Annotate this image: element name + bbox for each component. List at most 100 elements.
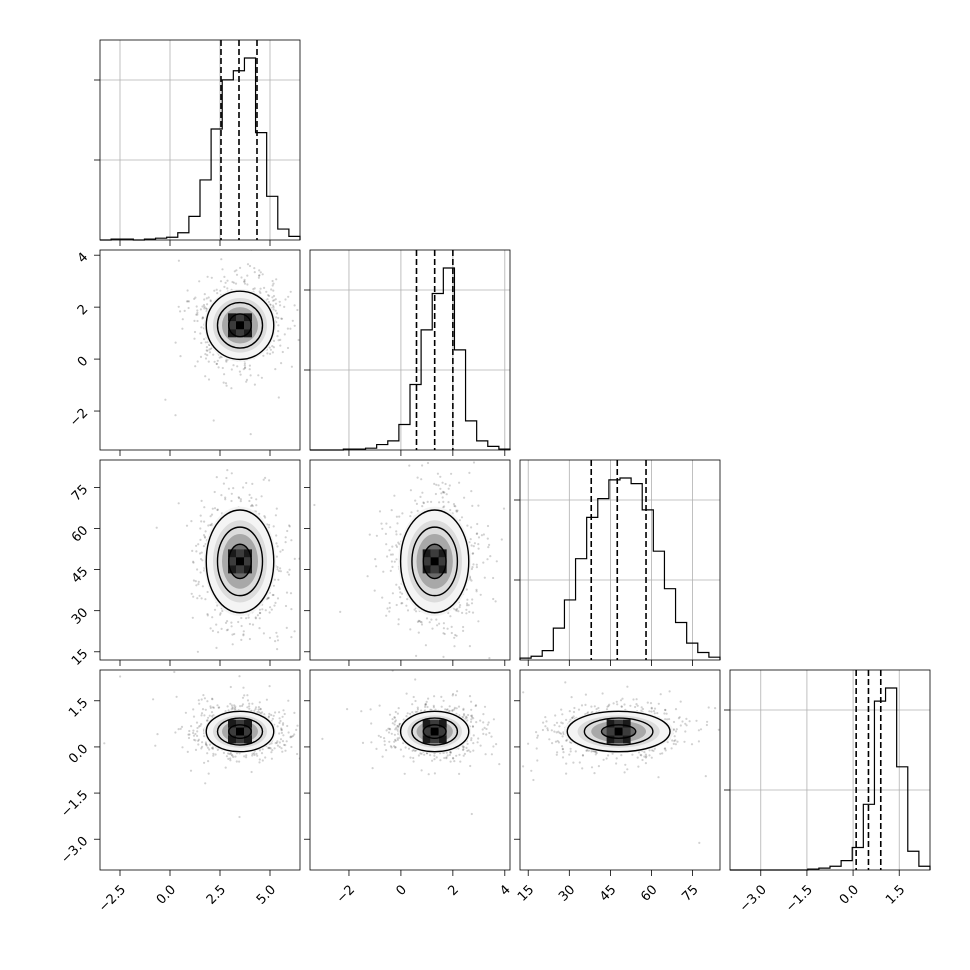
pair-2-1-point (454, 505, 457, 508)
pair-3-2-point (651, 749, 654, 752)
pair-2-0-point (251, 504, 254, 508)
pair-3-0-point (196, 730, 199, 733)
pair-3-0-point (152, 698, 155, 701)
pair-3-2-point (672, 742, 675, 745)
pair-2-0-core-block (244, 565, 252, 574)
pair-2-1-point (408, 464, 411, 467)
pair-3-0-point (229, 757, 232, 760)
pair-3-1-point (405, 715, 408, 718)
pair-2-1-point (391, 553, 394, 556)
pair-3-0-point (289, 736, 292, 739)
pair-2-1-frame (309, 459, 511, 661)
pair-2-1-point (375, 565, 378, 568)
pair-3-2-point (635, 703, 638, 706)
pair-2-1-point (472, 545, 475, 548)
pair-2-1-point (418, 619, 421, 623)
pair-3-1-point (394, 728, 397, 731)
pair-2-0-point (276, 635, 279, 638)
pair-2-1-point (447, 446, 449, 448)
pair-1-0-point (206, 303, 209, 306)
pair-2-1-point (476, 532, 479, 535)
pair-2-1-core-block (438, 557, 447, 566)
pair-3-1-point (412, 695, 415, 699)
pair-3-0-point (204, 741, 207, 744)
pair-1-0-point (193, 337, 196, 340)
pair-3-0-point (276, 744, 279, 747)
pair-1-0-point (196, 313, 199, 316)
pair-3-1-point (370, 741, 373, 744)
pair-3-0-point (303, 692, 305, 694)
pair-3-0-frame (99, 669, 301, 871)
pair-3-0-point (194, 748, 198, 751)
pair-1-0-point (222, 381, 225, 384)
pair-3-0-point (206, 752, 209, 755)
pair-3-0-core-block (236, 727, 244, 736)
pair-1-0-point (253, 267, 256, 270)
pair-3-2-point (555, 721, 559, 724)
pair-1-0-point (225, 359, 228, 362)
pair-1-0-point (230, 368, 233, 371)
pair-2-0-point (256, 614, 259, 617)
pair-3-1-point (396, 725, 400, 728)
pair-1-0-point (272, 289, 275, 292)
pair-3-1-point (407, 747, 411, 750)
pair-1-0-point (203, 293, 206, 296)
pair-1-0-point (258, 274, 261, 277)
pair-3-1-point (440, 695, 443, 698)
pair-3-2-point (649, 702, 653, 705)
pair-2-1-point (544, 509, 546, 511)
pair-3-0-point (186, 750, 189, 753)
pair-1-0-core-block (244, 321, 252, 330)
pair-2-0-point (248, 622, 251, 626)
pair-3-1-point (396, 738, 399, 741)
pair-2-0-point (216, 508, 219, 512)
pair-2-1-point (463, 496, 466, 499)
pair-3-0-point (256, 754, 259, 757)
pair-3-1-point (462, 713, 466, 716)
pair-3-2-point (624, 763, 627, 766)
pair-1-0-point (268, 294, 271, 297)
pair-2-0-point (272, 525, 275, 528)
pair-1-0-point (226, 279, 229, 282)
pair-1-0-point (271, 345, 274, 348)
pair-3-1-point (448, 709, 451, 712)
pair-2-0-point (268, 523, 271, 526)
pair-2-1-point (466, 524, 469, 527)
pair-2-0-point (272, 584, 275, 587)
pair-2-0-point (256, 661, 258, 663)
pair-1-0-point (204, 375, 207, 378)
pair-2-1-point (420, 478, 423, 481)
pair-2-1-point (443, 632, 446, 636)
pair-3-0-point (281, 715, 284, 718)
pair-3-0-point (203, 714, 206, 717)
pair-3-1-point (485, 727, 488, 731)
pair-3-0-point (275, 741, 278, 744)
pair-3-0-point (192, 715, 196, 718)
pair-2-1-point (391, 545, 394, 548)
pair-1-0-point (269, 352, 272, 355)
pair-3-0-point (187, 733, 190, 736)
pair-2-0-point (119, 415, 121, 417)
hist-0-frame (99, 39, 301, 241)
pair-3-1-point (446, 754, 449, 757)
pair-2-0-point (226, 620, 229, 623)
pair-1-0-point (204, 357, 208, 360)
pair-1-0-point (262, 354, 265, 357)
pair-2-0-point (195, 584, 198, 587)
pair-1-0-point (272, 346, 275, 349)
pair-3-0-point (188, 729, 191, 733)
pair-2-0-point (210, 524, 213, 527)
pair-1-0-point (243, 280, 246, 283)
pair-2-1-point (456, 509, 459, 512)
pair-2-0-point (255, 504, 258, 507)
pair-3-1-point (390, 732, 393, 735)
pair-3-0-point (217, 706, 220, 709)
pair-3-1-point (425, 700, 428, 703)
pair-2-1-point (385, 522, 388, 525)
pair-2-1-point (466, 598, 469, 601)
pair-1-0-point (205, 349, 208, 352)
pair-3-0-point (267, 746, 270, 750)
pair-2-1-point (469, 578, 472, 581)
pair-2-0-point (264, 609, 267, 612)
pair-2-1-point (409, 489, 412, 492)
